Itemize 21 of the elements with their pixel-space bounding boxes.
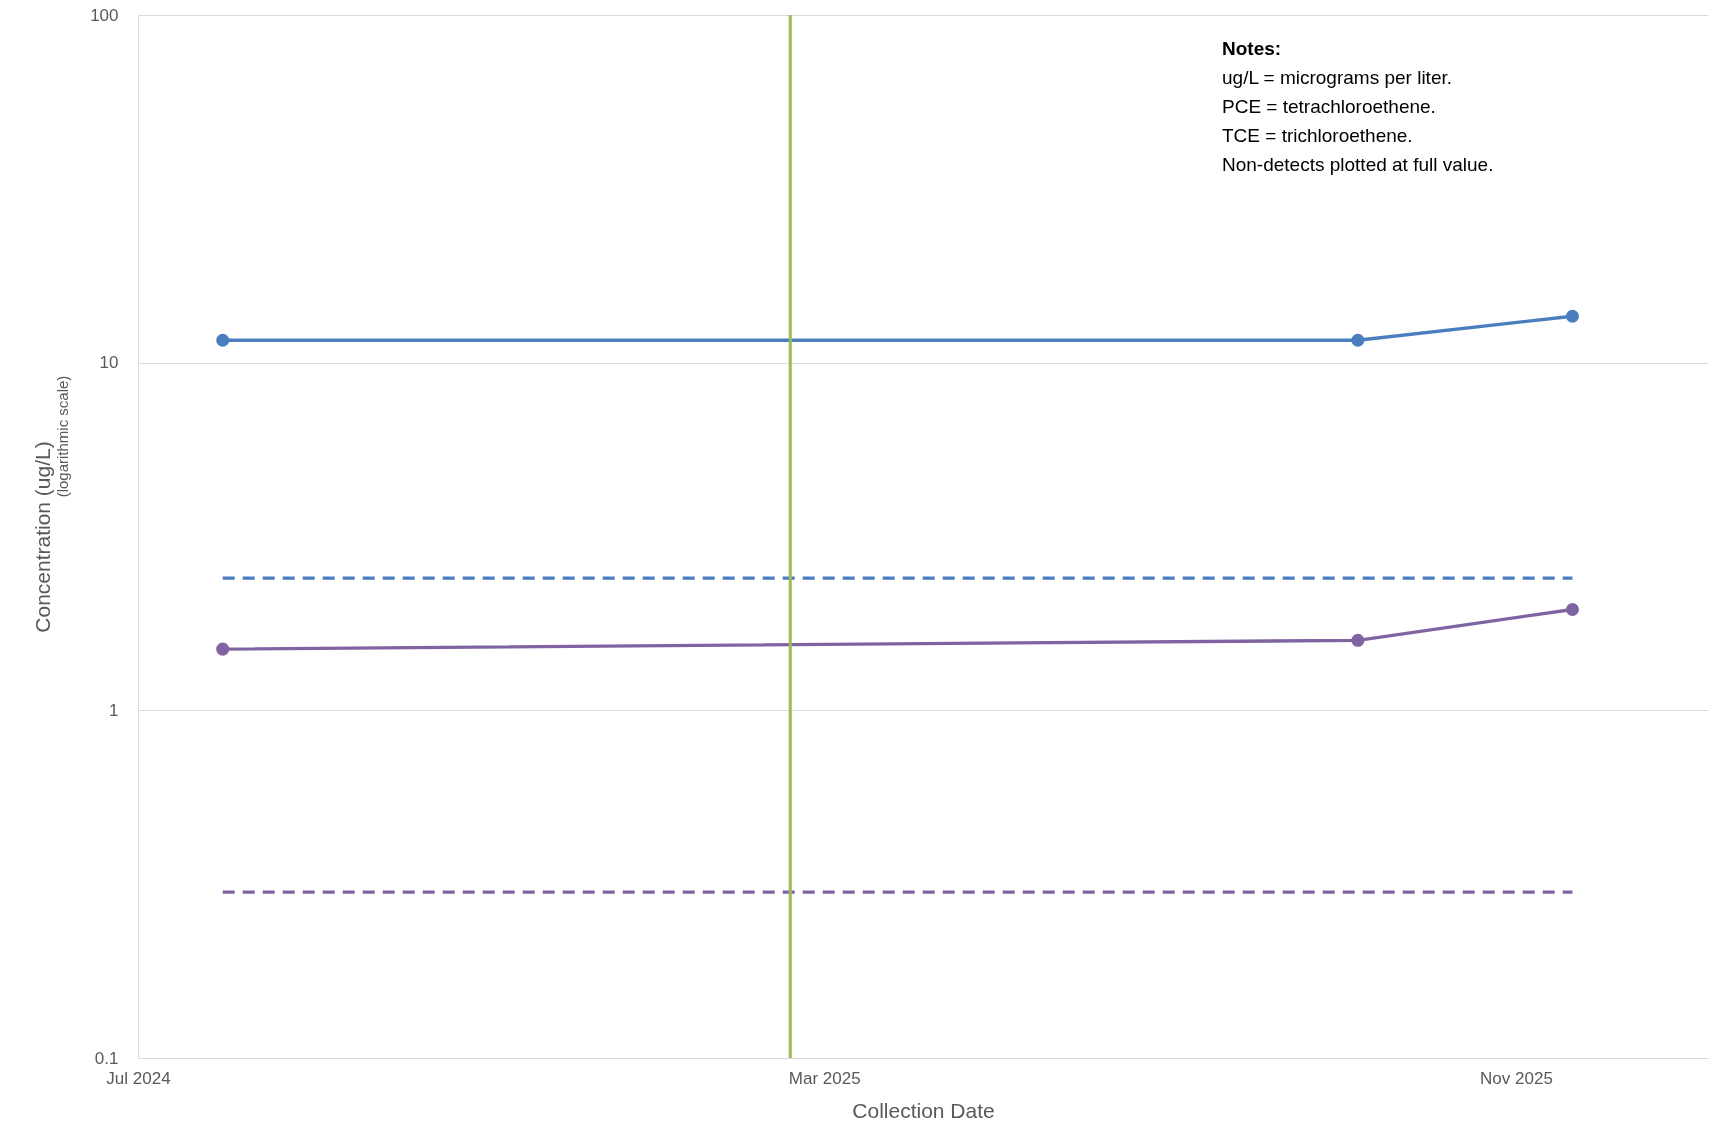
y-axis-title: Concentration (ug/L): [31, 441, 55, 633]
x-tick-label: Mar 2025: [788, 1068, 861, 1088]
point: [216, 642, 230, 656]
x-axis-title: Collection Date: [852, 1098, 995, 1122]
point: [216, 333, 230, 347]
annotation: Non-detects plotted at full value.: [1222, 154, 1494, 175]
x-tick-label: Jul 2024: [106, 1068, 171, 1088]
point: [1351, 633, 1365, 647]
text: (logarithmic scale): [54, 375, 71, 498]
y-tick-label: 1: [109, 700, 119, 720]
y-tick-label: 0.1: [94, 1048, 119, 1068]
point: [1565, 602, 1579, 616]
annotation: ug/L = micrograms per liter.: [1222, 67, 1453, 88]
annotation: Notes:: [1222, 38, 1282, 59]
annotation: TCE = trichloroethene.: [1222, 125, 1413, 146]
point: [1565, 309, 1579, 323]
y-tick-label: 100: [90, 5, 119, 25]
point: [1351, 333, 1365, 347]
x-tick-label: Nov 2025: [1480, 1068, 1553, 1088]
annotation: PCE = tetrachloroethene.: [1222, 96, 1436, 117]
y-tick-label: 10: [99, 353, 119, 373]
